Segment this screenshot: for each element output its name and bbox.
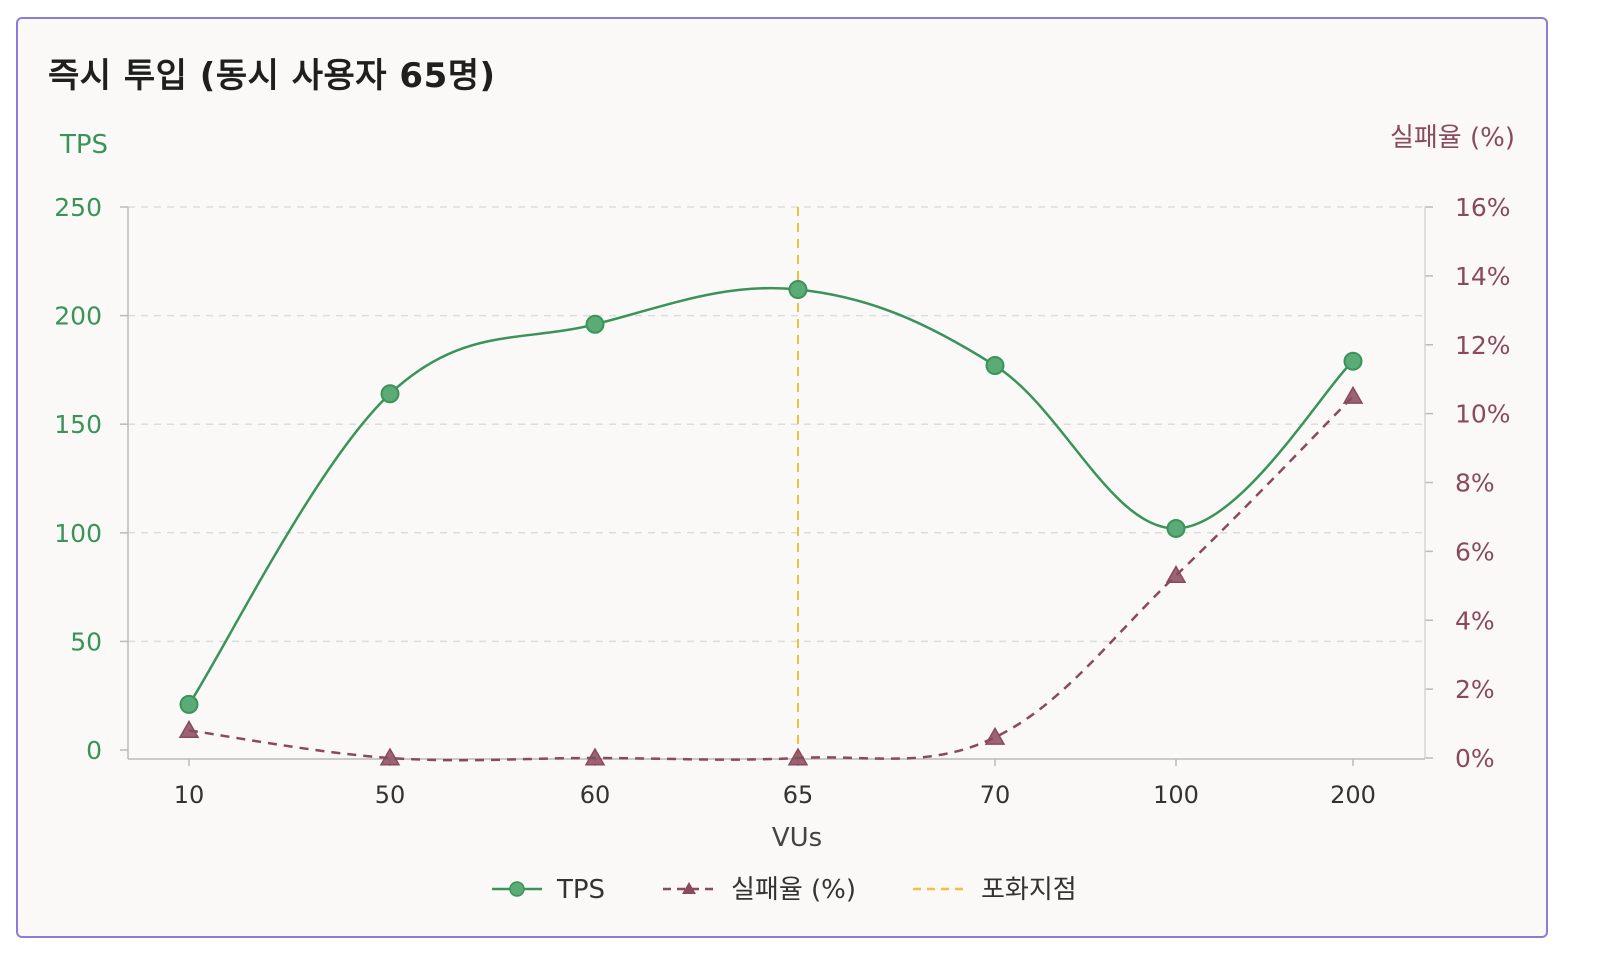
axes bbox=[120, 206, 1433, 766]
y2-axis-title: 실패율 (%) bbox=[1390, 123, 1515, 153]
y-tick-label: 100 bbox=[54, 519, 102, 548]
series-group bbox=[178, 280, 1364, 766]
tps-point-10 bbox=[179, 694, 199, 714]
x-tick-label: 60 bbox=[580, 781, 611, 809]
chart-card bbox=[16, 17, 1548, 938]
y2-tick-label: 6% bbox=[1455, 537, 1495, 566]
x-tick-label: 65 bbox=[783, 781, 814, 809]
x-tick-label: 50 bbox=[375, 781, 406, 809]
fail-rate-point-100 bbox=[1165, 564, 1187, 583]
y2-tick-label: 16% bbox=[1455, 193, 1511, 222]
y2-tick-label: 4% bbox=[1455, 606, 1495, 635]
tps-point-200 bbox=[1343, 351, 1363, 371]
x-tick-label: 200 bbox=[1330, 781, 1376, 809]
fail-rate-point-10 bbox=[178, 719, 200, 738]
y-tick-label: 200 bbox=[54, 302, 102, 331]
tps-point-100 bbox=[1166, 518, 1186, 538]
y2-tick-label: 2% bbox=[1455, 675, 1495, 704]
tps-point-65 bbox=[788, 280, 808, 300]
tps-point-70 bbox=[985, 356, 1005, 376]
fail-rate-point-50 bbox=[379, 747, 401, 766]
tps-point-50 bbox=[380, 384, 400, 404]
y-axis-title: TPS bbox=[59, 130, 108, 160]
legend-fail-swatch-marker bbox=[682, 882, 696, 894]
y2-tick-label: 10% bbox=[1455, 400, 1511, 429]
y-tick-label: 150 bbox=[54, 410, 102, 439]
y2-tick-label: 12% bbox=[1455, 331, 1511, 360]
tick-labels: 0 50 100 150 200 250 0% 2% 4% 6% 8% 10% 12% 14% 16% 10 5… bbox=[54, 193, 1510, 809]
tps-point-60 bbox=[585, 314, 605, 334]
x-tick-label: 70 bbox=[980, 781, 1011, 809]
y-tick-label: 250 bbox=[54, 193, 102, 222]
y-tick-label: 50 bbox=[70, 627, 102, 656]
y2-tick-label: 8% bbox=[1455, 469, 1495, 498]
legend-saturation-label: 포화지점 bbox=[981, 875, 1077, 905]
x-axis-title: VUs bbox=[772, 823, 822, 853]
y-tick-label: 0 bbox=[86, 736, 102, 765]
fail-rate-point-200 bbox=[1342, 385, 1364, 404]
legend: TPS 실패율 (%) 포화지점 bbox=[492, 875, 1077, 905]
fail-rate-point-60 bbox=[584, 747, 606, 766]
y2-tick-label: 0% bbox=[1455, 744, 1495, 773]
x-tick-label: 10 bbox=[174, 781, 205, 809]
legend-tps-label: TPS bbox=[556, 875, 605, 905]
legend-fail-label: 실패율 (%) bbox=[731, 875, 856, 905]
fail-rate-point-65 bbox=[787, 747, 809, 766]
fail-rate-point-70 bbox=[984, 726, 1006, 745]
y2-tick-label: 14% bbox=[1455, 262, 1511, 291]
chart-title: 즉시 투입 (동시 사용자 65명) bbox=[48, 56, 496, 96]
gridlines bbox=[128, 206, 1425, 643]
x-tick-label: 100 bbox=[1153, 781, 1199, 809]
legend-tps-swatch-marker bbox=[509, 881, 525, 897]
